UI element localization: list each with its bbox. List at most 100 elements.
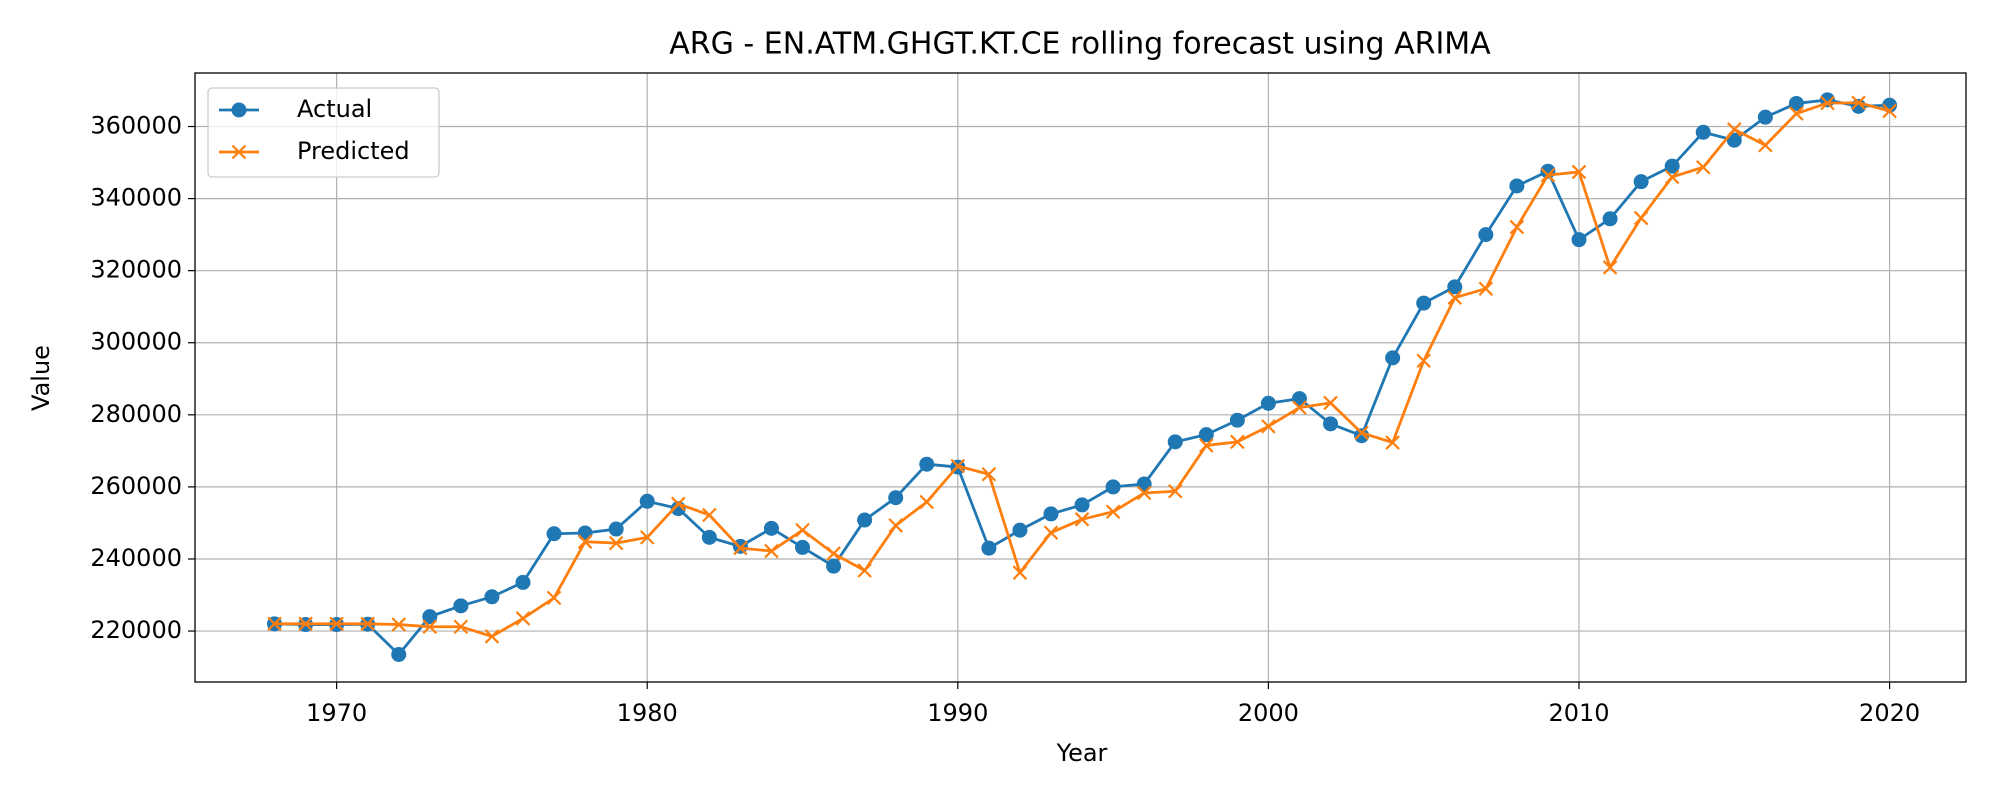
marker [360, 616, 375, 632]
marker [733, 540, 748, 556]
marker [391, 646, 407, 662]
chart-title: ARG - EN.ATM.GHGT.KT.CE rolling forecast… [669, 27, 1491, 62]
marker [1820, 95, 1835, 111]
marker [1726, 132, 1742, 148]
x-tick-label: 1990 [927, 699, 988, 727]
marker [1882, 103, 1897, 119]
marker [1043, 525, 1059, 540]
marker [1789, 106, 1804, 121]
marker [329, 616, 344, 632]
marker [950, 458, 966, 474]
marker [1851, 98, 1867, 114]
marker [857, 512, 873, 528]
marker [1199, 438, 1214, 453]
marker [1136, 485, 1152, 501]
marker [1478, 281, 1494, 296]
marker [701, 529, 717, 545]
marker [1664, 158, 1680, 174]
marker [391, 617, 407, 632]
marker [763, 520, 779, 536]
marker [1602, 260, 1618, 275]
marker [453, 598, 469, 614]
marker [639, 530, 655, 545]
marker [1012, 522, 1028, 538]
marker [577, 525, 593, 541]
marker [1012, 565, 1028, 580]
marker [1478, 227, 1494, 243]
marker [919, 456, 935, 472]
marker [1261, 419, 1276, 434]
marker [1354, 425, 1369, 441]
marker [981, 540, 997, 556]
marker [484, 629, 500, 644]
marker [1043, 506, 1059, 522]
marker [515, 574, 531, 590]
x-tick-label: 2000 [1238, 699, 1299, 727]
marker [484, 589, 500, 605]
x-tick-label: 2010 [1548, 699, 1609, 727]
marker [546, 590, 562, 606]
marker [981, 467, 997, 482]
marker [515, 611, 531, 626]
marker [298, 616, 313, 632]
marker [1447, 290, 1463, 305]
marker [1633, 210, 1649, 226]
marker [267, 616, 282, 632]
y-tick-label: 220000 [90, 616, 182, 644]
marker [1571, 164, 1587, 180]
y-axis-label: Value [27, 345, 55, 411]
marker [1105, 479, 1121, 495]
marker [1416, 353, 1431, 369]
marker [1385, 435, 1400, 450]
marker [1851, 95, 1866, 111]
marker [857, 563, 872, 578]
marker [919, 494, 935, 510]
marker [764, 543, 779, 559]
marker [453, 619, 469, 634]
marker [795, 522, 810, 538]
marker [1788, 95, 1804, 111]
marker [1230, 434, 1245, 450]
marker [1323, 395, 1338, 411]
y-tick-label: 300000 [90, 328, 182, 356]
x-tick-label: 1970 [306, 699, 367, 727]
marker [1757, 109, 1773, 125]
marker [826, 546, 841, 561]
marker [1695, 124, 1711, 140]
marker [1509, 178, 1525, 194]
marker [1447, 279, 1463, 295]
y-tick-label: 280000 [90, 400, 182, 428]
marker [826, 558, 842, 574]
marker [1416, 295, 1432, 311]
marker [888, 518, 903, 533]
marker [671, 496, 686, 512]
marker [1695, 159, 1711, 175]
marker [1198, 427, 1214, 443]
legend-marker [231, 102, 247, 118]
marker [1074, 497, 1090, 513]
y-tick-label: 360000 [90, 112, 182, 140]
y-tick-label: 240000 [90, 544, 182, 572]
marker [1540, 167, 1556, 183]
marker [1571, 232, 1587, 248]
marker [639, 493, 655, 509]
marker [1292, 400, 1307, 415]
marker [795, 539, 811, 555]
marker [1260, 395, 1276, 411]
marker [1323, 416, 1339, 432]
x-axis-label: Year [1056, 739, 1108, 767]
marker [1633, 174, 1649, 190]
x-tick-label: 2020 [1859, 699, 1920, 727]
marker [1509, 219, 1525, 235]
legend-label: Actual [297, 95, 372, 123]
marker [1758, 137, 1773, 153]
marker [1167, 434, 1183, 450]
marker [1664, 169, 1680, 185]
x-tick-label: 1980 [617, 699, 678, 727]
marker [1602, 211, 1618, 227]
marker [608, 521, 624, 537]
marker [1229, 412, 1245, 428]
marker [1354, 428, 1370, 444]
marker [1727, 122, 1742, 137]
